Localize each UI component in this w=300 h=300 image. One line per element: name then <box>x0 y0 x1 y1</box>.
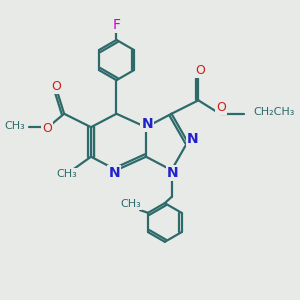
Text: N: N <box>187 132 198 146</box>
Text: F: F <box>112 18 121 32</box>
Text: O: O <box>216 101 226 114</box>
Text: N: N <box>167 166 179 180</box>
Text: CH₃: CH₃ <box>120 199 141 209</box>
Text: N: N <box>109 166 120 180</box>
Text: O: O <box>51 80 61 93</box>
Text: CH₃: CH₃ <box>56 169 77 179</box>
Text: CH₃: CH₃ <box>4 121 25 131</box>
Text: O: O <box>195 64 205 77</box>
Text: O: O <box>42 122 52 135</box>
Text: N: N <box>142 117 153 131</box>
Text: CH₂CH₃: CH₂CH₃ <box>254 107 295 117</box>
